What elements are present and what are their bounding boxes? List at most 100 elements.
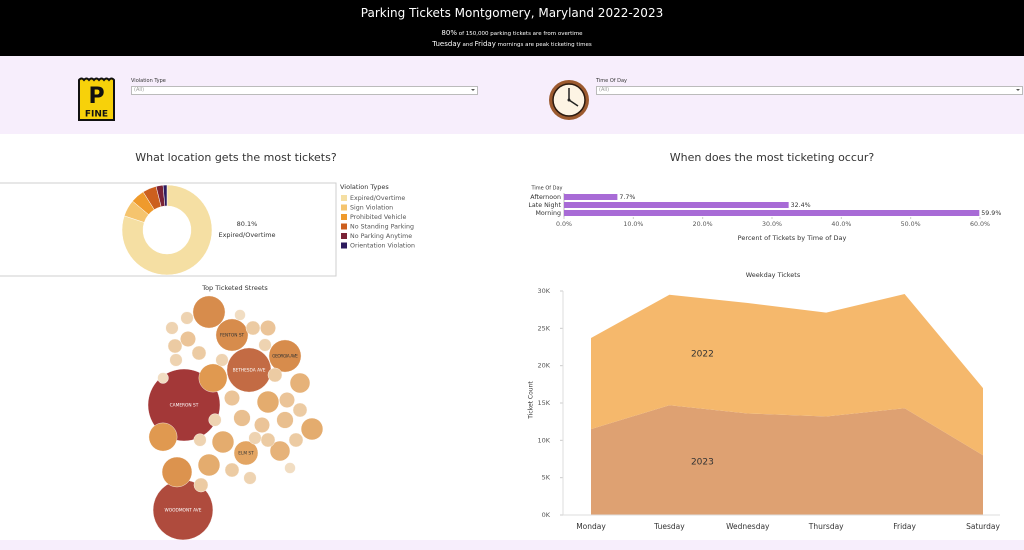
filter-label: Violation Type — [131, 78, 166, 84]
chart-title: Weekday Tickets — [746, 271, 801, 279]
x-tick-label: 30.0% — [762, 221, 782, 228]
y-tick-label: 30K — [537, 287, 550, 295]
highlight: 80% — [441, 29, 457, 37]
y-tick-label: 20K — [537, 362, 550, 370]
subtitle: 80% of 150,000 parking tickets are from … — [0, 29, 1024, 37]
x-tick-label: 40.0% — [831, 221, 851, 228]
filter-dropdown[interactable]: (All) — [596, 86, 1023, 95]
data-label: 7.7% — [619, 194, 635, 201]
bubble — [193, 433, 207, 447]
bubble — [269, 440, 291, 462]
x-tick-label: 50.0% — [901, 221, 921, 228]
bubble — [208, 413, 222, 427]
bubble — [268, 339, 302, 373]
x-tick-label: 10.0% — [623, 221, 643, 228]
legend-label: Prohibited Vehicle — [350, 214, 406, 221]
area — [591, 293, 983, 456]
bubble — [148, 422, 178, 452]
bubble — [276, 411, 294, 429]
fine-text: FINE — [85, 110, 108, 120]
bubble — [292, 402, 308, 418]
donut-frame — [0, 182, 337, 277]
x-tick-label: Monday — [576, 522, 606, 531]
data-label: 80.1% — [237, 220, 258, 228]
bubble — [258, 338, 272, 352]
legend-label: Orientation Violation — [350, 243, 415, 250]
bubble — [288, 432, 304, 448]
x-tick-label: Friday — [893, 522, 916, 531]
bubble-label: ELM ST — [238, 451, 254, 457]
legend-swatch — [341, 233, 347, 239]
x-tick-label: 20.0% — [693, 221, 713, 228]
filter-dropdown[interactable]: (All) — [131, 86, 478, 95]
bubble — [233, 440, 259, 466]
bubble-label: BETHESDA AVE — [233, 368, 266, 374]
section-title: When does the most ticketing occur? — [670, 151, 875, 164]
bar — [564, 194, 618, 200]
bubble — [254, 417, 270, 433]
clock-icon — [549, 80, 589, 120]
legend-title: Violation Types — [340, 183, 389, 191]
bubble — [161, 456, 193, 488]
title: Parking Tickets Montgomery, Maryland 202… — [360, 6, 664, 20]
bar — [564, 202, 789, 208]
legend-swatch — [341, 204, 347, 211]
y-tick-label: 25K — [537, 324, 550, 332]
bar — [564, 210, 980, 216]
footer-band — [0, 540, 1024, 550]
y-tick-label: Late Night — [528, 202, 561, 209]
bubble — [233, 409, 251, 427]
y-tick-label: 15K — [537, 399, 550, 407]
subtitle-text: and — [460, 42, 475, 48]
y-header: Time Of Day — [531, 186, 563, 192]
bubble — [279, 392, 295, 408]
chart-title: Top Ticketed Streets — [201, 284, 268, 292]
bubble — [289, 372, 311, 394]
bubble — [193, 477, 209, 493]
bubble — [260, 432, 276, 448]
clock-hand — [568, 99, 579, 107]
bubble — [215, 353, 229, 367]
x-axis-label: Percent of Tickets by Time of Day — [738, 234, 847, 242]
highlight: Friday — [474, 40, 496, 48]
x-tick-label: Saturday — [966, 522, 1000, 531]
clock-center — [567, 98, 571, 102]
legend-label: Expired/Overtime — [350, 195, 405, 202]
bubble — [224, 390, 240, 406]
x-tick-label: 60.0% — [970, 221, 990, 228]
bubble — [191, 345, 207, 361]
bubble-label: CAMERON ST — [170, 403, 199, 409]
bubble — [198, 363, 228, 393]
legend-swatch — [341, 242, 347, 249]
fine-icon: P FINE — [78, 77, 115, 121]
legend-label: No Standing Parking — [350, 224, 414, 231]
bubble — [192, 295, 226, 329]
filter-label: Time Of Day — [596, 78, 627, 84]
legend-swatch — [341, 214, 347, 220]
bubble — [256, 390, 280, 414]
subtitle-text: of 150,000 parking tickets are from over… — [456, 31, 583, 37]
bubble — [167, 338, 183, 354]
legend-label: No Parking Anytime — [350, 233, 412, 240]
bubble-label: FENTON ST — [220, 333, 245, 339]
bubble — [180, 331, 196, 347]
legend-label: Sign Violation — [350, 205, 393, 212]
legend-swatch — [341, 223, 347, 230]
data-label: 59.9% — [981, 210, 1001, 217]
bubble — [165, 321, 179, 335]
subtitle-text: mornings are peak ticketing times — [495, 42, 592, 48]
ticket — [78, 77, 115, 121]
bubble — [180, 311, 194, 325]
series-label: 2022 — [691, 350, 714, 360]
bubble — [197, 453, 221, 477]
x-tick-label: Wednesday — [726, 522, 770, 531]
bubble-label: GEORGIA AVE — [272, 354, 298, 360]
bubble — [300, 417, 324, 441]
y-tick-label: 10K — [537, 436, 550, 444]
bubble — [215, 318, 249, 352]
bubble-label: WOODMONT AVE — [165, 508, 202, 514]
bubble — [243, 471, 257, 485]
header: Parking Tickets Montgomery, Maryland 202… — [0, 0, 1024, 56]
